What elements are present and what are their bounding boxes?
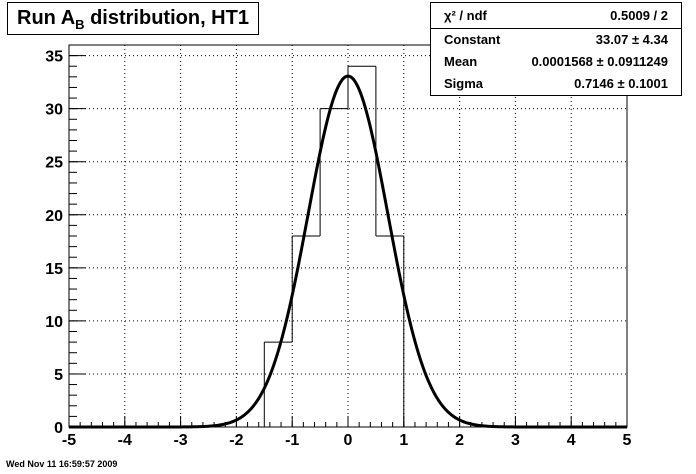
stats-value: 0.0001568 ± 0.0911249	[531, 54, 668, 69]
y-tick-label: 15	[45, 261, 63, 278]
stats-label: Sigma	[444, 76, 484, 91]
stats-label: χ² / ndf	[444, 8, 487, 23]
x-tick-label: 5	[623, 432, 632, 449]
y-tick-label: 35	[45, 49, 63, 66]
y-tick-label: 20	[45, 208, 63, 225]
x-tick-label: -4	[118, 432, 132, 449]
x-tick-label: 3	[511, 432, 520, 449]
chart-title: Run AB distribution, HT1	[7, 2, 259, 35]
stats-value: 0.7146 ± 0.1001	[574, 76, 668, 91]
stats-value: 0.5009 / 2	[610, 8, 668, 23]
stats-value: 33.07 ± 4.34	[595, 32, 668, 47]
x-tick-label: 4	[567, 432, 576, 449]
y-tick-label: 30	[45, 102, 63, 119]
gaussian-fit-curve	[69, 74, 627, 429]
x-tick-label: -3	[173, 432, 187, 449]
y-tick-label: 5	[54, 367, 63, 384]
stats-sigma-row: Sigma 0.7146 ± 0.1001	[431, 73, 681, 95]
timestamp: Wed Nov 11 16:59:57 2009	[6, 459, 118, 469]
y-tick-label: 0	[54, 420, 63, 437]
stats-constant-row: Constant 33.07 ± 4.34	[431, 29, 681, 51]
histogram-bars	[69, 65, 627, 428]
stats-divider	[431, 28, 681, 29]
x-tick-label: 1	[399, 432, 408, 449]
stats-label: Mean	[444, 54, 478, 69]
y-tick-label: 10	[45, 314, 63, 331]
x-tick-label: -1	[285, 432, 299, 449]
axes: -5 -4 -3 -2 -1 0 1 2 3 4 5 0 5 10 15 20 25 30 35	[45, 44, 632, 449]
stats-mean-row: Mean 0.0001568 ± 0.0911249	[431, 51, 681, 73]
y-tick-label: 25	[45, 155, 63, 172]
stats-label: Constant	[444, 32, 501, 47]
x-tick-label: -2	[229, 432, 243, 449]
stats-box: χ² / ndf 0.5009 / 2 Constant 33.07 ± 4.3…	[430, 2, 682, 96]
x-tick-label: -5	[62, 432, 76, 449]
stats-chi2-row: χ² / ndf 0.5009 / 2	[431, 5, 681, 27]
fit-curve-group	[69, 74, 627, 429]
x-tick-label: 2	[455, 432, 464, 449]
x-tick-label: 0	[344, 432, 353, 449]
